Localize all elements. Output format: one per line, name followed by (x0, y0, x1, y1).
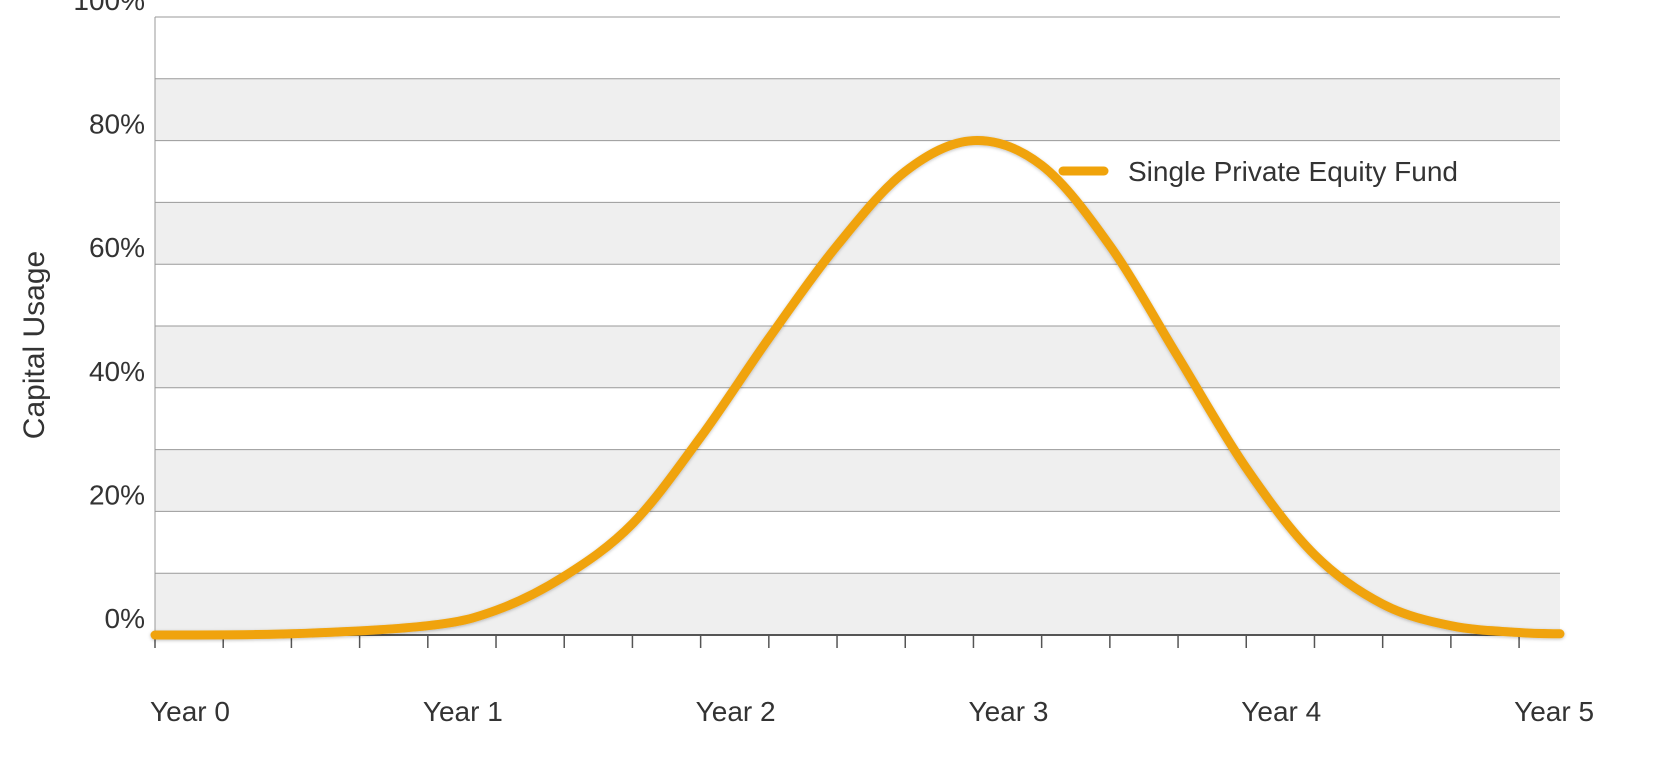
y-axis-title: Capital Usage (18, 251, 51, 439)
y-axis: 0% 20% 40% 60% 80% 100% (73, 0, 145, 634)
y-tick-label: 20% (89, 479, 145, 510)
y-tick-label: 60% (89, 232, 145, 263)
x-tick-label: Year 0 (150, 696, 230, 727)
background-bands (155, 78, 1560, 635)
background-band (155, 202, 1560, 265)
y-tick-label: 0% (105, 603, 145, 634)
series-layer (150, 136, 1565, 640)
y-tick-label: 80% (89, 109, 145, 140)
legend: Single Private Equity Fund (1058, 156, 1458, 187)
background-band (155, 449, 1560, 512)
x-tick-label: Year 3 (968, 696, 1048, 727)
x-axis: Year 0 Year 1 Year 2 Year 3 Year 4 Year 5 (150, 634, 1594, 727)
background-band (155, 78, 1560, 141)
series-line (150, 136, 1565, 640)
x-tick-label: Year 2 (696, 696, 776, 727)
y-tick-label: 40% (89, 356, 145, 387)
gridlines (154, 16, 1560, 635)
legend-label: Single Private Equity Fund (1128, 156, 1458, 187)
background-band (155, 326, 1560, 388)
y-tick-label: 100% (73, 0, 145, 16)
x-tick-label: Year 1 (423, 696, 503, 727)
x-tick-label: Year 4 (1241, 696, 1321, 727)
x-tick-label: Year 5 (1514, 696, 1594, 727)
